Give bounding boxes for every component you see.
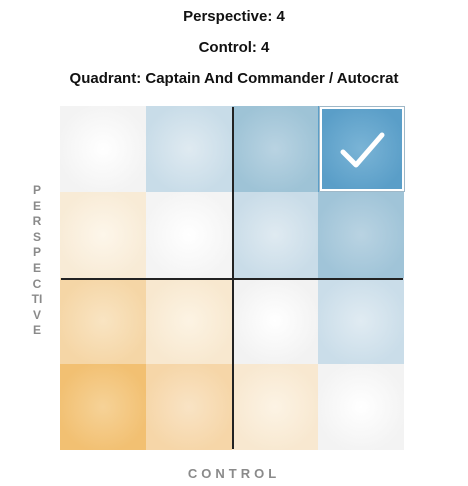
grid-divider-horizontal [61,278,403,280]
grid-cell-p2-c3[interactable] [232,278,318,364]
control-score: Control: 4 [198,39,270,56]
quadrant-grid [60,106,404,450]
grid-cell-p3-c2[interactable] [146,192,232,278]
grid-cell-p2-c1[interactable] [60,278,146,364]
grid-cell-p4-c2[interactable] [146,106,232,192]
grid-cell-p3-c1[interactable] [60,192,146,278]
grid-cell-p3-c3[interactable] [232,192,318,278]
perspective-axis-label: PERSPECTIVE [31,183,43,338]
perspective-score: Perspective: 4 [183,8,285,25]
grid-cell-p4-c3[interactable] [232,106,318,192]
control-axis-label: CONTROL [187,466,281,481]
grid-cell-p1-c4[interactable] [318,364,404,450]
quadrant-title: Quadrant: Captain And Commander / Autocr… [69,70,399,87]
grid-cell-p2-c2[interactable] [146,278,232,364]
grid-cell-p2-c4[interactable] [318,278,404,364]
grid-cell-p4-c4[interactable] [318,106,404,192]
grid-cell-p1-c1[interactable] [60,364,146,450]
grid-cell-p3-c4[interactable] [318,192,404,278]
grid-cell-p4-c1[interactable] [60,106,146,192]
grid-cell-p1-c2[interactable] [146,364,232,450]
grid-cell-p1-c3[interactable] [232,364,318,450]
